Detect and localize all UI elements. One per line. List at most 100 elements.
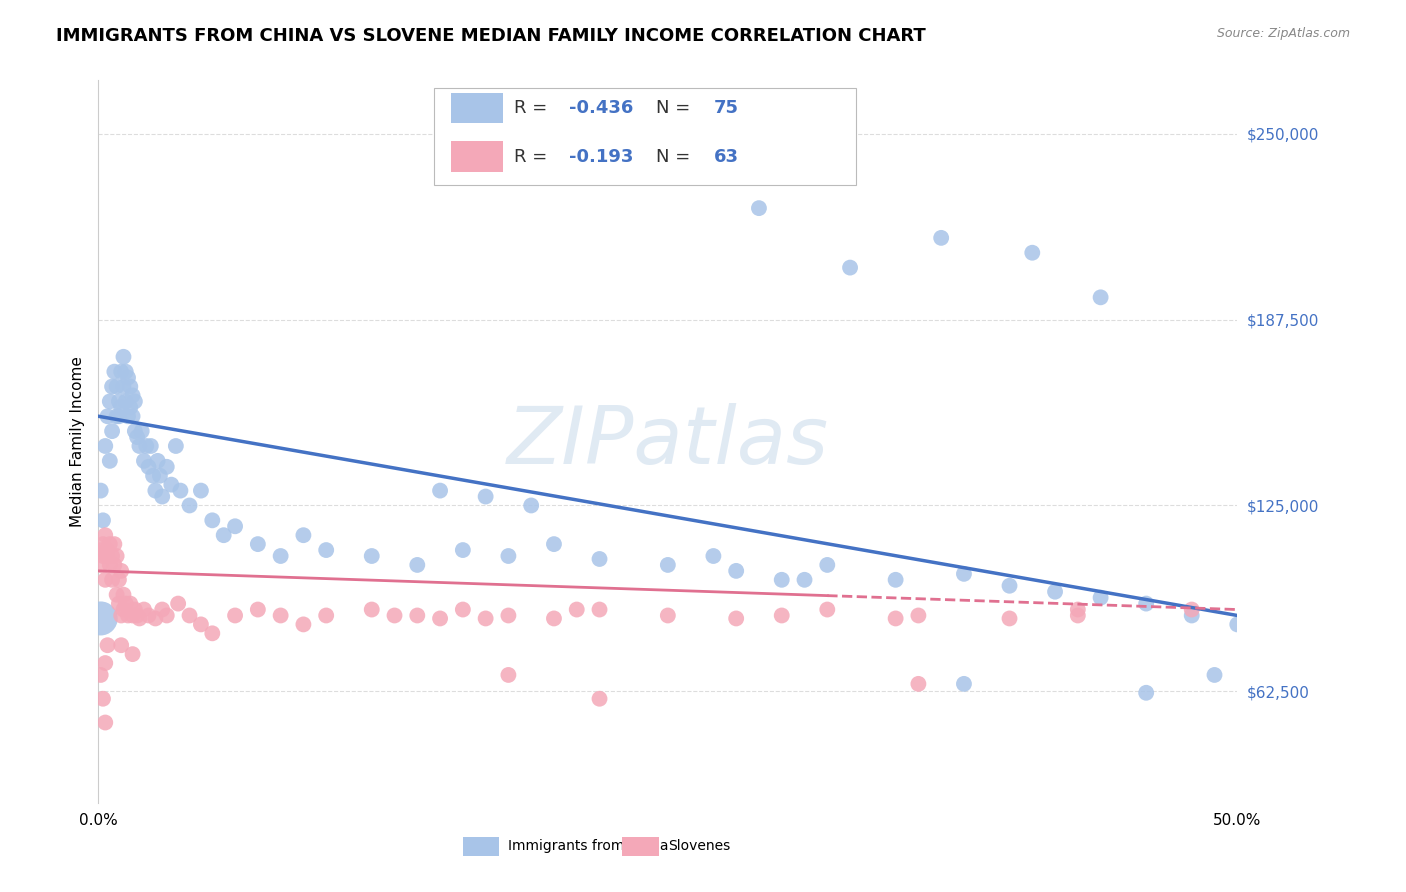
Point — [201, 513, 224, 527]
Point — [96, 638, 118, 652]
Point — [588, 691, 610, 706]
Point — [360, 549, 382, 563]
Point — [135, 439, 157, 453]
Point — [815, 602, 838, 616]
FancyBboxPatch shape — [451, 93, 503, 123]
Point — [998, 579, 1021, 593]
Point — [839, 260, 862, 275]
Point — [108, 573, 131, 587]
Point — [121, 608, 143, 623]
Point — [98, 537, 121, 551]
Text: R =: R = — [515, 147, 553, 166]
Point — [815, 558, 838, 572]
Point — [1181, 608, 1204, 623]
Point — [149, 468, 172, 483]
Point — [953, 566, 976, 581]
Point — [90, 543, 112, 558]
Point — [96, 409, 118, 424]
Point — [1067, 602, 1090, 616]
Point — [108, 597, 131, 611]
Point — [1067, 608, 1090, 623]
Point — [131, 424, 153, 438]
Point — [520, 133, 543, 147]
Y-axis label: Median Family Income: Median Family Income — [69, 356, 84, 527]
Text: Immigrants from China: Immigrants from China — [509, 839, 669, 853]
Point — [101, 424, 124, 438]
Point — [884, 611, 907, 625]
Point — [138, 608, 160, 623]
Text: N =: N = — [657, 99, 696, 117]
FancyBboxPatch shape — [463, 838, 499, 855]
Point — [108, 409, 131, 424]
Point — [565, 602, 588, 616]
Point — [96, 549, 118, 563]
Point — [451, 602, 474, 616]
Point — [112, 588, 135, 602]
Point — [190, 617, 212, 632]
Point — [179, 499, 201, 513]
Point — [105, 588, 128, 602]
Point — [1043, 584, 1066, 599]
Point — [167, 597, 190, 611]
Point — [132, 602, 155, 616]
Point — [145, 611, 167, 625]
Point — [127, 608, 149, 623]
Point — [150, 490, 173, 504]
Point — [360, 602, 382, 616]
Point — [1021, 245, 1043, 260]
Point — [94, 573, 117, 587]
Point — [91, 513, 114, 527]
Text: 63: 63 — [713, 147, 738, 166]
FancyBboxPatch shape — [451, 141, 503, 171]
Point — [770, 573, 793, 587]
Point — [1204, 668, 1226, 682]
Point — [451, 543, 474, 558]
Point — [91, 537, 114, 551]
Point — [98, 558, 121, 572]
Point — [120, 379, 142, 393]
Point — [90, 558, 112, 572]
Point — [127, 430, 149, 444]
Point — [907, 608, 929, 623]
Point — [91, 691, 114, 706]
Point — [114, 365, 136, 379]
Point — [224, 608, 246, 623]
Point — [748, 201, 770, 215]
Text: N =: N = — [657, 147, 696, 166]
Point — [139, 439, 162, 453]
Point — [998, 611, 1021, 625]
Point — [292, 617, 315, 632]
Point — [112, 602, 135, 616]
Point — [105, 549, 128, 563]
Point — [657, 608, 679, 623]
Point — [406, 608, 429, 623]
Point — [121, 388, 143, 402]
Point — [150, 602, 173, 616]
Point — [907, 677, 929, 691]
Point — [101, 573, 124, 587]
Point — [117, 409, 139, 424]
Text: IMMIGRANTS FROM CHINA VS SLOVENE MEDIAN FAMILY INCOME CORRELATION CHART: IMMIGRANTS FROM CHINA VS SLOVENE MEDIAN … — [56, 27, 927, 45]
Point — [474, 490, 496, 504]
Point — [292, 528, 315, 542]
Point — [98, 394, 121, 409]
Point — [406, 558, 429, 572]
Point — [474, 611, 496, 625]
Point — [270, 608, 292, 623]
Text: R =: R = — [515, 99, 553, 117]
Point — [120, 401, 142, 415]
Point — [114, 394, 136, 409]
Point — [90, 611, 112, 625]
Point — [429, 611, 451, 625]
Point — [543, 537, 565, 551]
Point — [146, 454, 169, 468]
Point — [657, 558, 679, 572]
Point — [384, 608, 406, 623]
Point — [702, 549, 724, 563]
Point — [110, 638, 132, 652]
Point — [1226, 617, 1249, 632]
Point — [1135, 597, 1157, 611]
Point — [520, 499, 543, 513]
Point — [224, 519, 246, 533]
Point — [138, 459, 160, 474]
